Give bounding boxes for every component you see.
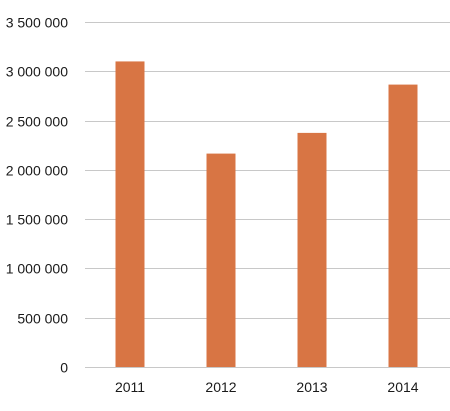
bar-2014 <box>388 84 418 367</box>
bar-2013 <box>297 132 327 367</box>
bar-2011 <box>115 61 145 368</box>
gridlines <box>85 22 450 368</box>
y-tick-label: 500 000 <box>17 311 68 327</box>
y-tick-label: 2 000 000 <box>6 163 68 179</box>
x-tick-label-2014: 2014 <box>387 379 418 395</box>
x-tick-label-2011: 2011 <box>115 379 145 395</box>
y-tick-label: 3 500 000 <box>6 15 68 31</box>
x-tick-label-2013: 2013 <box>296 379 327 395</box>
y-tick-label: 1 000 000 <box>6 261 68 277</box>
y-tick-label: 0 <box>60 360 68 376</box>
y-tick-label: 2 500 000 <box>6 114 68 130</box>
bar-2012 <box>206 153 236 367</box>
y-tick-label: 1 500 000 <box>6 212 68 228</box>
x-axis-tick-labels: 2011 2012 2013 2014 <box>115 379 419 395</box>
bars <box>115 61 418 368</box>
y-tick-label: 3 000 000 <box>6 64 68 80</box>
x-tick-label-2012: 2012 <box>205 379 236 395</box>
y-axis-tick-labels: 0 500 000 1 000 000 1 500 000 2 000 000 2 500… <box>6 15 69 376</box>
